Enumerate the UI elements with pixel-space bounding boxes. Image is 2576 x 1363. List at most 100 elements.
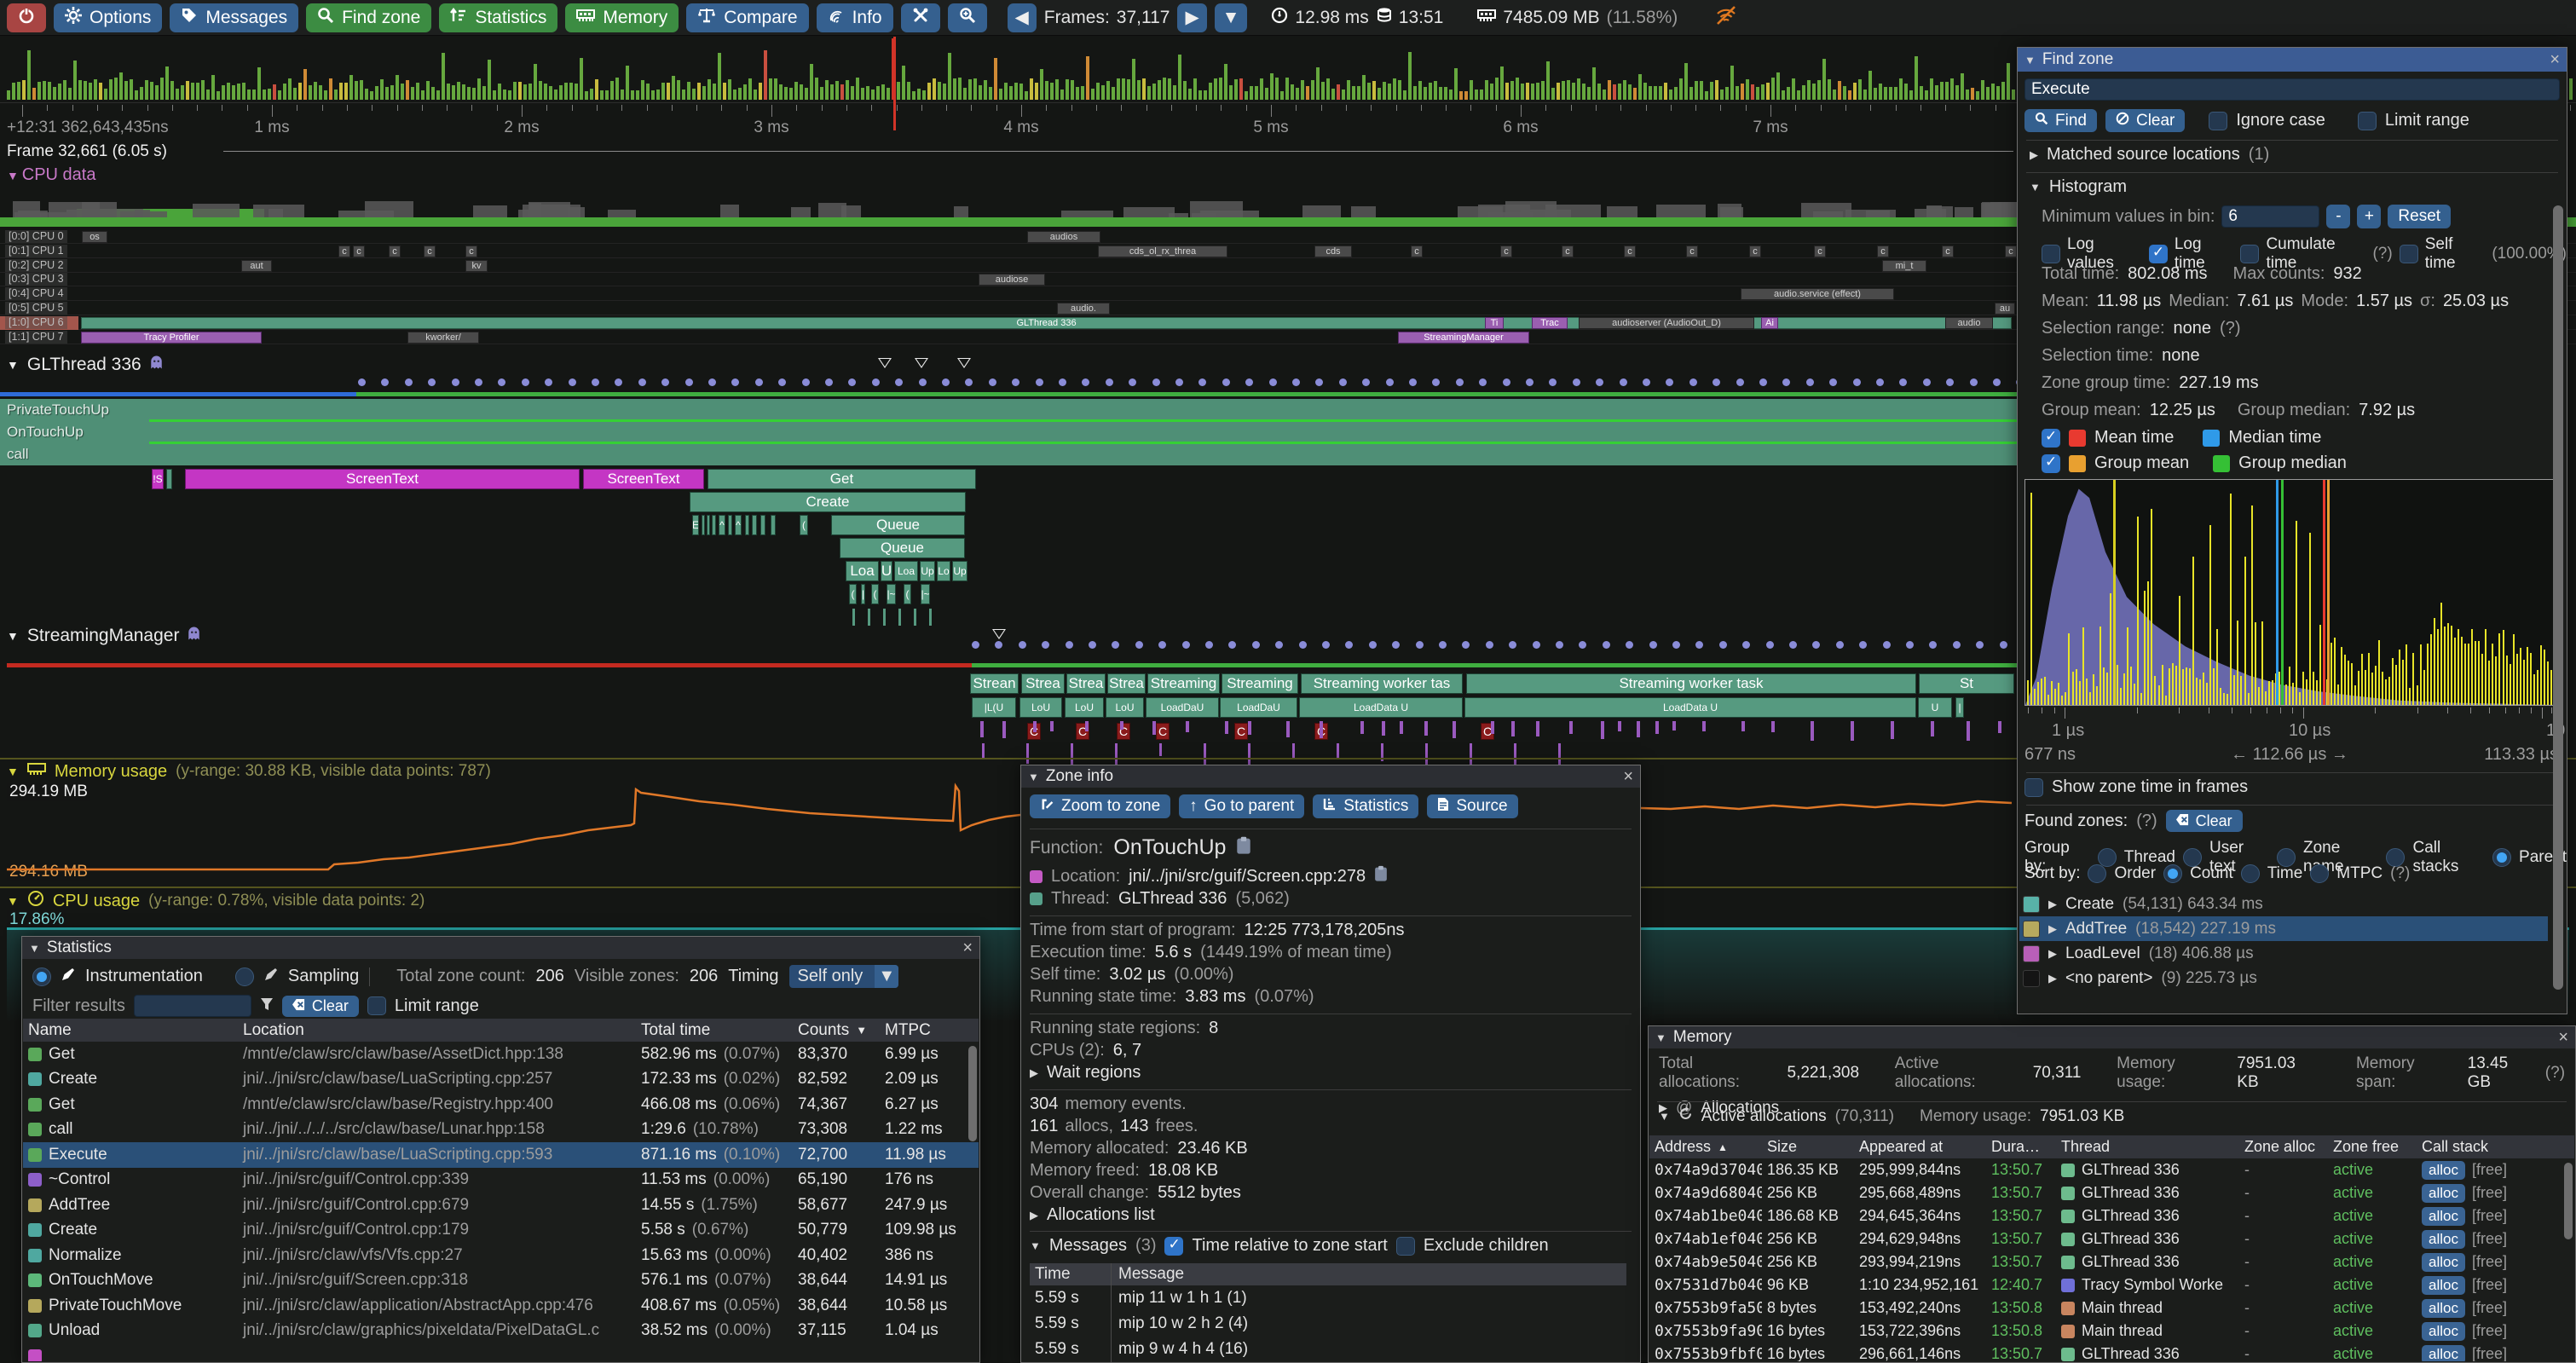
- zone-chip[interactable]: |~: [887, 584, 896, 604]
- close-icon[interactable]: ×: [1623, 766, 1633, 786]
- expand-icon[interactable]: ▶: [2048, 971, 2057, 985]
- collapse-icon[interactable]: ▼: [1659, 1110, 1670, 1123]
- capture-disabled-icon[interactable]: [1715, 5, 1737, 30]
- memory-scrollbar[interactable]: [2564, 1163, 2573, 1239]
- cpu-zone-chip[interactable]: c: [1562, 245, 1574, 257]
- zone-chip[interactable]: [760, 515, 765, 535]
- column-header[interactable]: Total time: [641, 1020, 711, 1039]
- cpu-zone-chip[interactable]: cds_ol_rx_threa: [1098, 245, 1227, 257]
- zone-chip[interactable]: [752, 515, 757, 535]
- group-by-radio-user-text[interactable]: [2183, 848, 2202, 867]
- prev-frame-button[interactable]: ◀: [1007, 3, 1037, 32]
- zone-chip[interactable]: [728, 515, 732, 535]
- statistics-row[interactable]: Unload jni/../jni/src/claw/graphics/pixel…: [23, 1319, 979, 1344]
- zone-chip[interactable]: Strea: [1107, 673, 1146, 694]
- zone-chip[interactable]: Get: [708, 469, 976, 489]
- cpu-row[interactable]: [0:4] CPU 4 audio.service (effect): [0, 287, 2576, 302]
- alloc-callstack-button[interactable]: alloc: [2422, 1206, 2465, 1226]
- zone-chip[interactable]: St: [1919, 673, 2014, 694]
- contention-chip[interactable]: C: [1117, 723, 1130, 740]
- timing-dropdown[interactable]: Self only ▼: [788, 965, 899, 988]
- cpu-zone-chip[interactable]: audioserver (AudioOut_D): [1579, 316, 1754, 329]
- cpu-zone-chip[interactable]: c: [1877, 245, 1889, 257]
- group-by-radio-call-stacks[interactable]: [2386, 848, 2406, 867]
- close-icon[interactable]: ×: [2558, 1027, 2568, 1047]
- tools-button[interactable]: [900, 3, 940, 32]
- zone-chip[interactable]: LoadDaU: [1146, 697, 1219, 718]
- statistics-row[interactable]: PrivateTouchMove jni/../jni/src/claw/appl…: [23, 1293, 979, 1319]
- timeline-ruler[interactable]: +12:31 362,643,435ns 1 ms 2 ms 3 ms 4 ms 5 m…: [0, 102, 2576, 141]
- cpu-zone-chip[interactable]: audio: [1945, 316, 1993, 329]
- zone-chip[interactable]: (: [871, 584, 879, 604]
- message-row[interactable]: 5.59 s mip 9 w 4 h 4 (16): [1030, 1337, 1626, 1362]
- allocation-row[interactable]: 0x7553b9fa50 8 bytes 153,492,240ns 13:50.8 M…: [1655, 1298, 2507, 1318]
- zone-chip[interactable]: E: [692, 515, 699, 535]
- column-header[interactable]: Thread: [2061, 1138, 2111, 1155]
- zone-chip[interactable]: ^: [719, 515, 725, 535]
- column-header[interactable]: Appeared at: [1859, 1138, 1944, 1155]
- statistics-row[interactable]: AddTree jni/../jni/src/guif/Control.cpp:6…: [23, 1193, 979, 1218]
- allocations-toggle[interactable]: ▶ @ Allocations: [1659, 1099, 1780, 1117]
- zone-chip[interactable]: Up: [952, 561, 967, 581]
- zone-chip[interactable]: |: [861, 584, 865, 604]
- cpu-zone-chip[interactable]: Trac: [1532, 316, 1568, 329]
- active-allocations-toggle[interactable]: Active allocations: [1701, 1106, 1827, 1125]
- sort-by-radio-mtpc[interactable]: [2310, 864, 2330, 883]
- message-row[interactable]: 5.59 s mip 10 w 2 h 2 (4): [1030, 1311, 1626, 1337]
- zone-chip[interactable]: LoU: [1065, 697, 1104, 718]
- cpu-data-header[interactable]: ▼ CPU data: [7, 165, 96, 184]
- glthread-section-header[interactable]: ▼ GLThread 336: [7, 355, 163, 375]
- statistics-row[interactable]: call jni/../jni/../../../src/claw/base/Lu…: [23, 1118, 979, 1143]
- cpu-zone-chip[interactable]: c: [2005, 245, 2017, 257]
- power-button[interactable]: [7, 3, 46, 32]
- column-header[interactable]: Counts ▼: [798, 1020, 868, 1039]
- exclude-children-checkbox[interactable]: [1395, 1236, 1415, 1256]
- sort-by-radio-time[interactable]: [2240, 864, 2260, 883]
- source-button[interactable]: Source: [1427, 794, 1518, 818]
- message-row[interactable]: 5.59 s mip 11 w 1 h 1 (1): [1030, 1285, 1626, 1311]
- allocation-row[interactable]: 0x74a9d68040 256 KB 295,668,489ns 13:50.7 GL…: [1655, 1183, 2507, 1203]
- zone-chip[interactable]: Create: [690, 492, 966, 512]
- log-values-checkbox[interactable]: [2042, 245, 2060, 263]
- statistics-row[interactable]: Create jni/../jni/src/guif/Control.cpp:17…: [23, 1218, 979, 1244]
- cpu-row[interactable]: [1:0] CPU 6 GLThread 336 Ti Trac audioserver…: [0, 315, 2576, 330]
- messages-button[interactable]: Messages: [170, 3, 299, 32]
- memory-plot-header[interactable]: ▼ Memory usage (y-range: 30.88 KB, visib…: [7, 761, 491, 782]
- cpu-zone-chip[interactable]: aut: [241, 259, 272, 272]
- stats-limit-range-checkbox[interactable]: [367, 996, 386, 1015]
- zone-chip[interactable]: [702, 515, 705, 535]
- go-to-parent-button[interactable]: ↑ Go to parent: [1179, 794, 1305, 818]
- zone-chip[interactable]: Strean: [970, 673, 1019, 694]
- histogram-plot[interactable]: [2024, 479, 2560, 706]
- cpu-zone-chip[interactable]: c: [338, 245, 350, 257]
- zone-chip[interactable]: (: [849, 584, 857, 604]
- cpu-zone-chip[interactable]: c: [424, 245, 436, 257]
- zone-chip[interactable]: Queue: [831, 515, 965, 535]
- zone-chip[interactable]: Streaming worker task: [1466, 673, 1916, 694]
- found-clear-button[interactable]: Clear: [2165, 810, 2243, 832]
- zone-chip[interactable]: Streaming: [1147, 673, 1220, 694]
- statistics-row[interactable]: ~Control jni/../jni/src/guif/Control.cpp:…: [23, 1168, 979, 1193]
- alloc-callstack-button[interactable]: alloc: [2422, 1160, 2465, 1180]
- zone-chip[interactable]: |L(U: [972, 697, 1016, 718]
- expand-icon[interactable]: ▶: [2048, 897, 2057, 910]
- message-marker[interactable]: [915, 358, 928, 368]
- column-header[interactable]: Zone free: [2333, 1138, 2400, 1155]
- find-zone-button[interactable]: Find zone: [306, 3, 432, 32]
- cpu-zone-chip[interactable]: kv: [465, 259, 488, 272]
- messages-toggle[interactable]: Messages: [1048, 1236, 1128, 1255]
- zone-chip[interactable]: Strea: [1021, 673, 1065, 694]
- relative-time-checkbox[interactable]: [1164, 1236, 1184, 1256]
- alloc-callstack-button[interactable]: alloc: [2422, 1183, 2465, 1203]
- zone-chip[interactable]: LoadData U: [1464, 697, 1916, 718]
- found-zone-group[interactable]: ▶ LoadLevel (18) 406.88 µs: [2019, 941, 2548, 966]
- statistics-table[interactable]: Name Location Total time Counts ▼ MTPC Get/mnt…: [23, 1019, 979, 1361]
- cpu-zone-chip[interactable]: c: [1624, 245, 1636, 257]
- memory-titlebar[interactable]: ▼ Memory ×: [1649, 1026, 2575, 1048]
- zoom-search-button[interactable]: [947, 3, 987, 32]
- help-icon[interactable]: (?): [2390, 864, 2411, 882]
- alloc-callstack-button[interactable]: alloc: [2422, 1321, 2465, 1341]
- expand-icon[interactable]: ▶: [2048, 946, 2057, 960]
- show-zone-frames-checkbox[interactable]: [2024, 777, 2043, 797]
- alloc-callstack-button[interactable]: alloc: [2422, 1344, 2465, 1361]
